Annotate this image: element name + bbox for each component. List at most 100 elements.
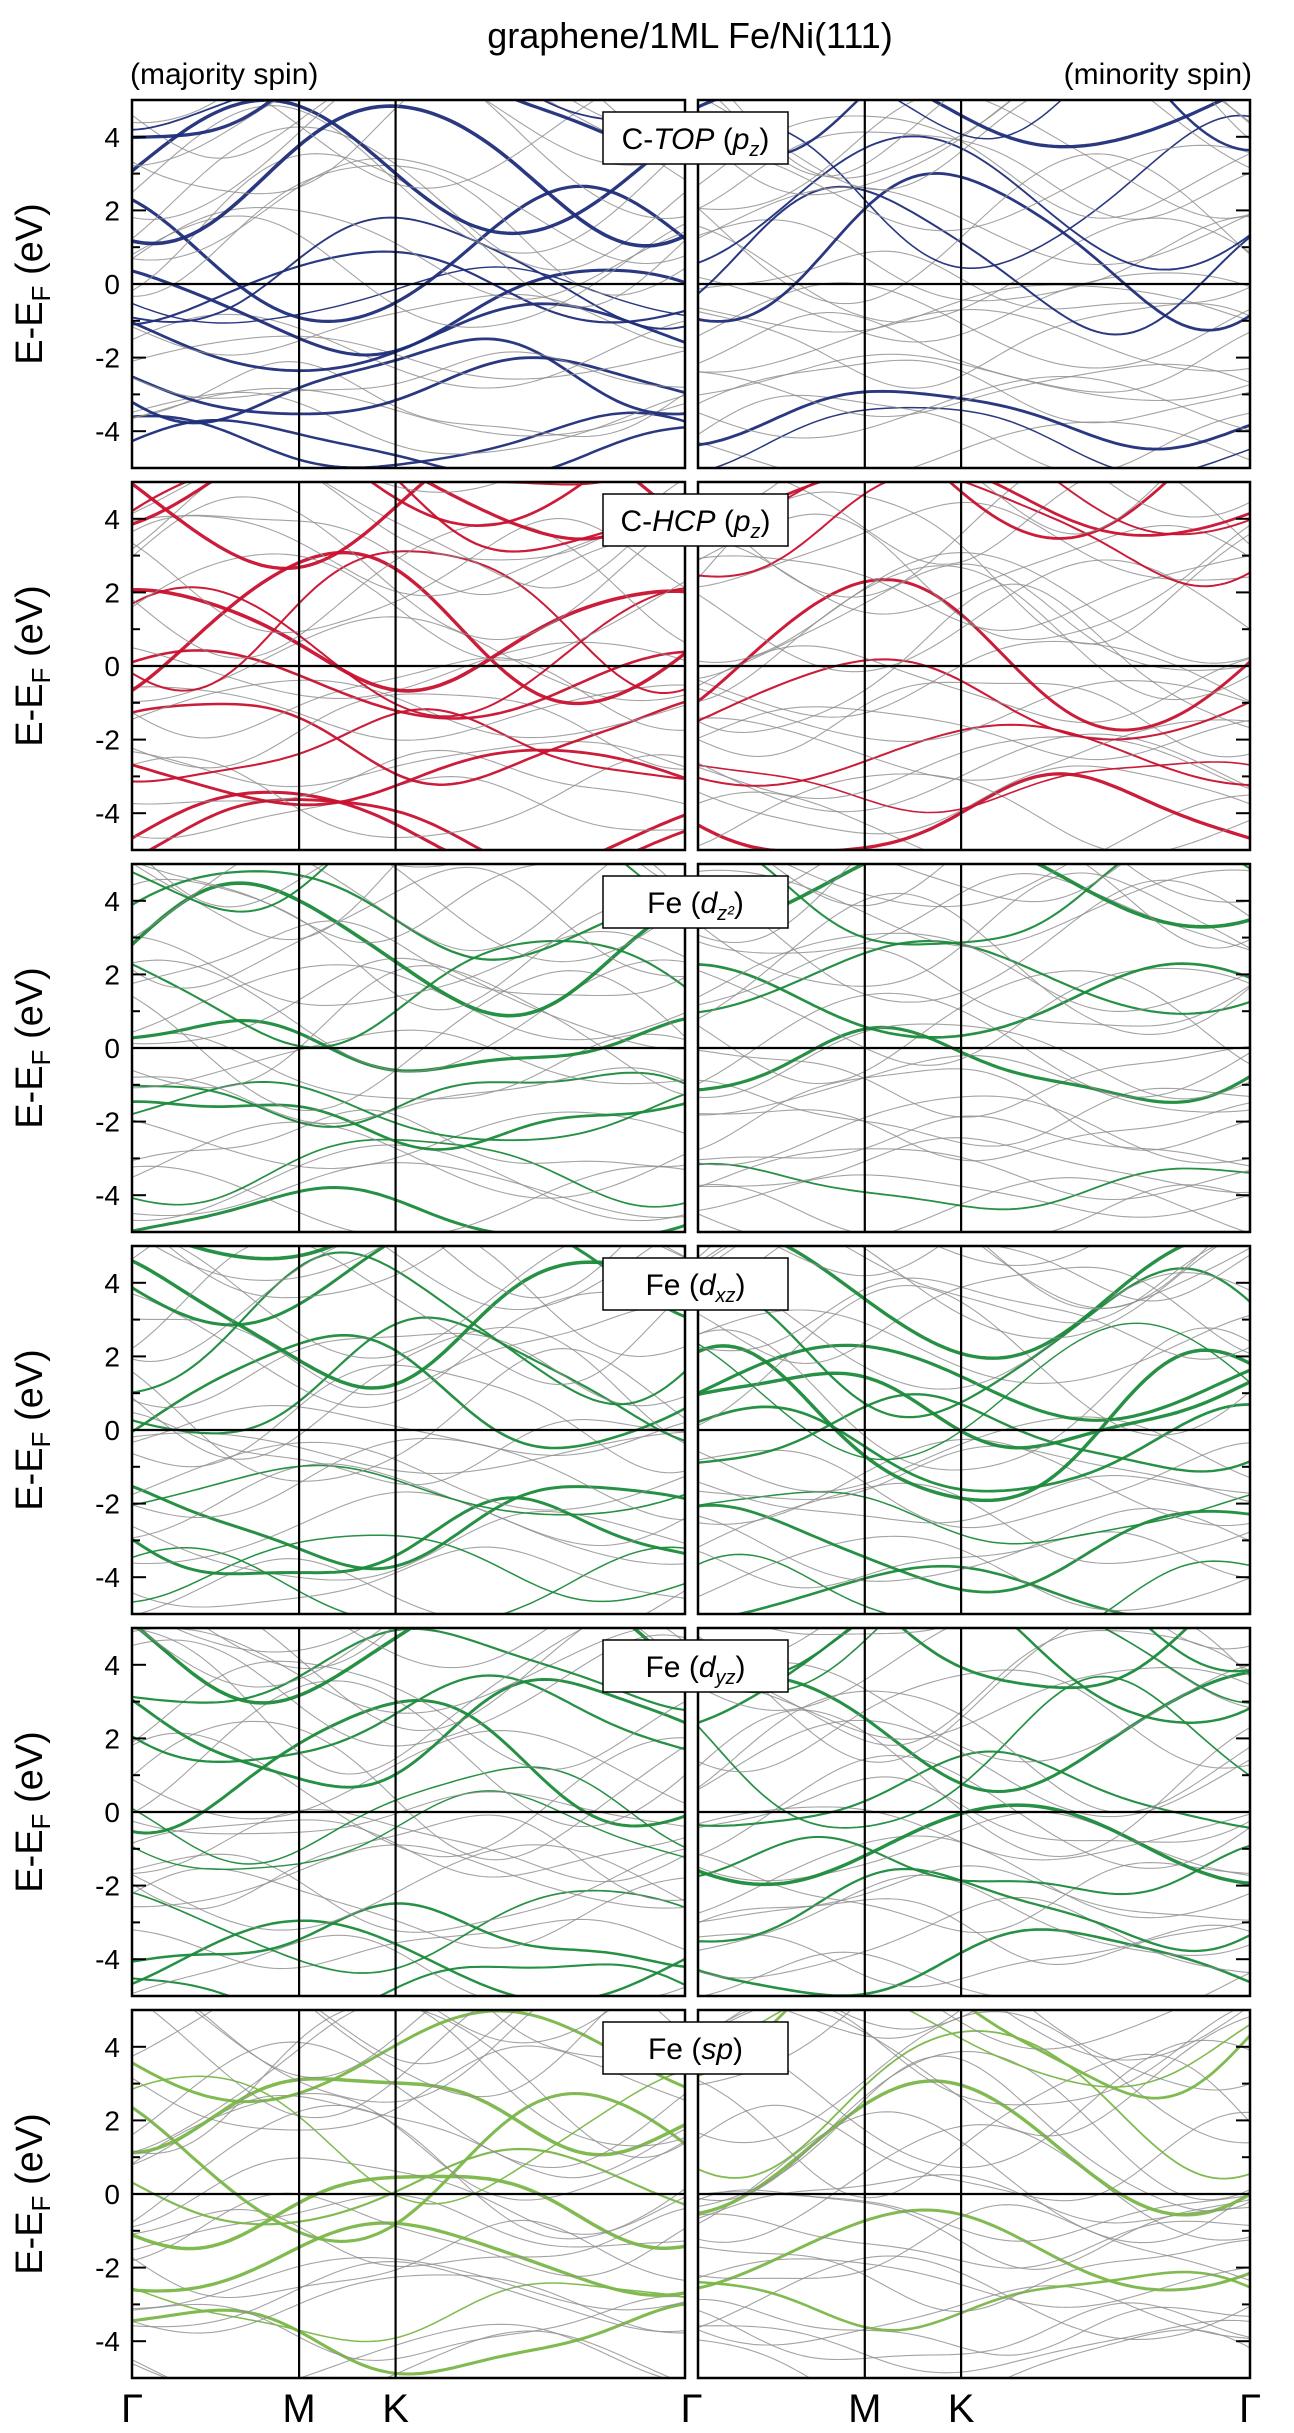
band-24 bbox=[698, 524, 1250, 615]
panel-4: 4 2 0 -2 -4 E-EF (eV) Fe (dxz) bbox=[9, 1244, 1252, 1616]
band-21 bbox=[132, 1680, 685, 1828]
projected-band-5 bbox=[132, 1902, 685, 1969]
projected-band-10 bbox=[132, 2221, 685, 2297]
band-5 bbox=[132, 361, 685, 438]
band-1 bbox=[698, 1184, 1250, 1232]
band-7 bbox=[698, 363, 1250, 418]
projected-band-31 bbox=[132, 482, 685, 541]
band-9 bbox=[132, 1844, 685, 1931]
band-25 bbox=[132, 878, 685, 1011]
panel-5-minority bbox=[696, 1626, 1252, 1998]
bands-3-minority bbox=[698, 864, 1250, 1232]
band-12 bbox=[698, 1445, 1250, 1503]
y-tick-label: 0 bbox=[104, 269, 120, 300]
band-33 bbox=[767, 1628, 941, 1636]
projected-band-14 bbox=[132, 1790, 685, 1870]
band-33 bbox=[980, 482, 1161, 535]
y-tick-label: 4 bbox=[104, 886, 120, 917]
band-26 bbox=[132, 866, 685, 989]
projected-band-14 bbox=[132, 2174, 685, 2251]
band-9 bbox=[698, 717, 1250, 781]
band-25 bbox=[132, 511, 685, 597]
band-29 bbox=[698, 1246, 1217, 1324]
band-10 bbox=[132, 1844, 685, 1909]
band-22 bbox=[698, 1309, 1250, 1384]
band-31 bbox=[136, 1628, 685, 1688]
y-tick-label: 2 bbox=[104, 195, 120, 226]
band-17 bbox=[132, 1364, 685, 1474]
band-8 bbox=[132, 2256, 685, 2311]
y-tick-label: -2 bbox=[95, 2253, 120, 2284]
band-27 bbox=[132, 1628, 649, 1714]
band-23 bbox=[132, 920, 685, 997]
band-33 bbox=[775, 1246, 941, 1277]
band-7 bbox=[132, 1491, 685, 1565]
band-3 bbox=[132, 391, 685, 455]
projected-band-18 bbox=[698, 185, 1250, 336]
projected-band-24 bbox=[698, 2030, 1250, 2180]
projected-band-2 bbox=[698, 772, 1250, 850]
bands-2-minority bbox=[698, 482, 1250, 850]
y-tick-label: 4 bbox=[104, 504, 120, 535]
projection-label-box bbox=[602, 1257, 789, 1311]
band-27 bbox=[698, 2010, 1236, 2106]
band-8 bbox=[132, 1111, 685, 1170]
band-26 bbox=[698, 115, 1250, 219]
y-tick-label: -2 bbox=[95, 1871, 120, 1902]
y-tick-label: -2 bbox=[95, 343, 120, 374]
projected-band-2 bbox=[732, 1564, 1250, 1614]
band-3 bbox=[698, 1924, 1250, 1988]
panel-6-minority bbox=[696, 2008, 1252, 2380]
band-23 bbox=[698, 2038, 1250, 2169]
projected-band-6 bbox=[132, 1889, 685, 1974]
projection-label-text: Fe (dxz) bbox=[645, 1269, 745, 1307]
band-2 bbox=[698, 2319, 1250, 2374]
band-27 bbox=[132, 482, 685, 589]
band-29 bbox=[138, 864, 685, 944]
band-34 bbox=[386, 864, 454, 868]
projected-band-8 bbox=[132, 1484, 685, 1571]
projected-band-28 bbox=[698, 1628, 1250, 1724]
y-tick-label: 2 bbox=[104, 577, 120, 608]
band-20 bbox=[132, 964, 685, 1041]
band-23 bbox=[132, 126, 685, 271]
bands-5-majority bbox=[132, 1628, 685, 1996]
band-30 bbox=[698, 864, 1250, 949]
band-1 bbox=[136, 1558, 685, 1614]
band-10 bbox=[698, 1442, 1250, 1529]
band-5 bbox=[698, 1148, 1250, 1201]
band-28 bbox=[132, 1246, 685, 1363]
band-1 bbox=[700, 1951, 1250, 1996]
band-23 bbox=[698, 513, 1250, 641]
projection-label-box bbox=[602, 1639, 789, 1693]
y-tick-label: 0 bbox=[104, 2179, 120, 2210]
band-13 bbox=[132, 1032, 685, 1100]
band-31 bbox=[192, 2010, 430, 2078]
band-15 bbox=[698, 1023, 1250, 1100]
band-27 bbox=[176, 1246, 685, 1359]
projected-band-16 bbox=[132, 1766, 685, 1865]
band-10 bbox=[698, 1835, 1250, 1919]
band-34 bbox=[439, 1246, 623, 1299]
projected-band-27 bbox=[132, 2010, 685, 2104]
band-21 bbox=[698, 1284, 1250, 1436]
band-30 bbox=[310, 864, 610, 952]
projected-band-10 bbox=[698, 2208, 1250, 2292]
band-8 bbox=[698, 2258, 1250, 2308]
band-5 bbox=[132, 749, 685, 805]
projection-label-text: C-TOP (pz) bbox=[622, 123, 770, 161]
projected-band-18 bbox=[132, 2091, 685, 2243]
band-9 bbox=[698, 1095, 1250, 1166]
projection-label-box bbox=[602, 493, 789, 547]
band-32 bbox=[317, 2010, 517, 2065]
y-axis-label: E-EF (eV) bbox=[9, 585, 56, 747]
panels-layer: 4 2 0 -2 -4 E-EF (eV) C-TOP (pz) 4 2 0 -2 -4 E-EF (e… bbox=[9, 98, 1252, 2380]
band-17 bbox=[132, 1732, 685, 1858]
band-6 bbox=[698, 1507, 1250, 1582]
band-20 bbox=[698, 559, 1250, 673]
y-tick-label: -4 bbox=[95, 1562, 120, 1593]
band-21 bbox=[698, 1690, 1250, 1813]
projected-band-20 bbox=[132, 1699, 685, 1835]
projected-band-15 bbox=[698, 1393, 1250, 1473]
band-24 bbox=[698, 144, 1250, 232]
